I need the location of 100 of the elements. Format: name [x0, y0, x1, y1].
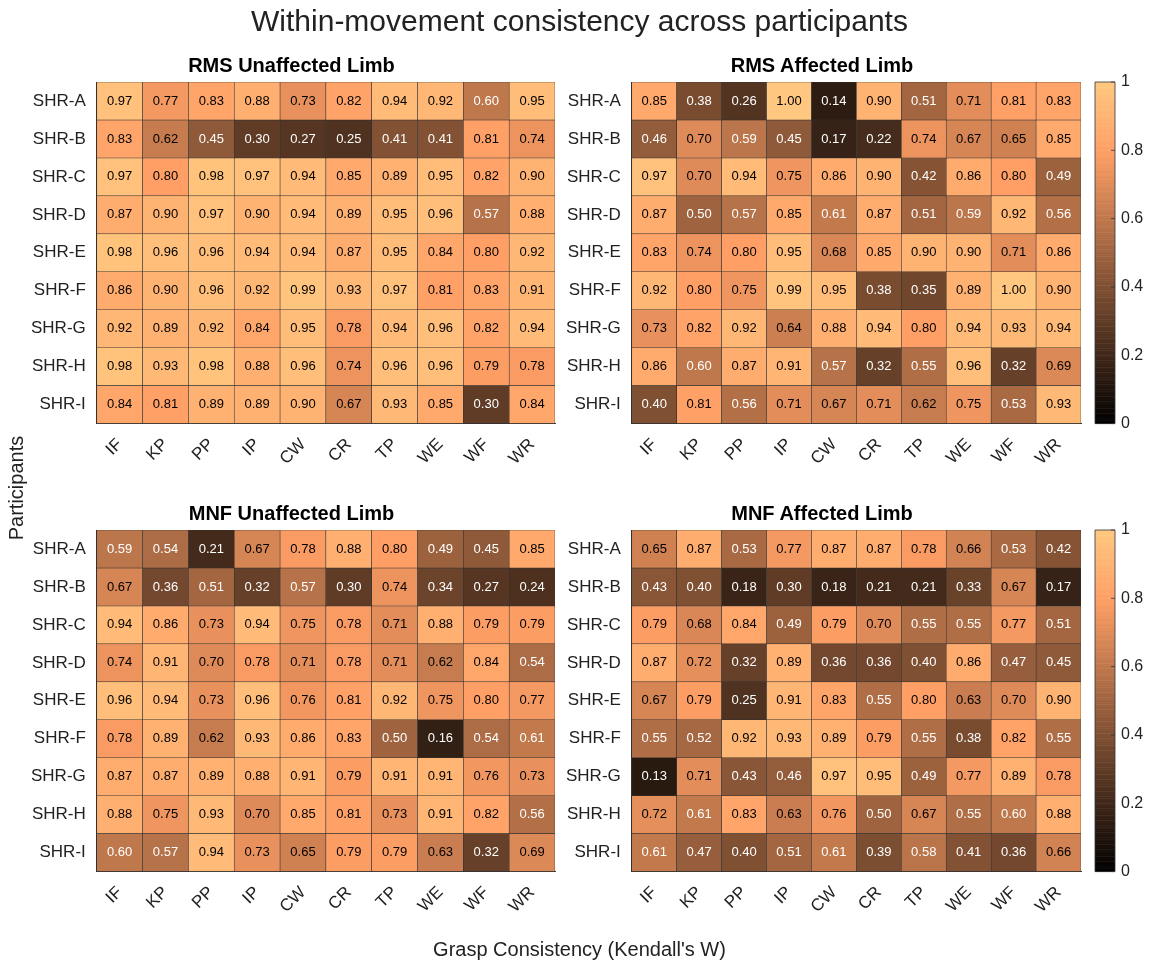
data-label: 0.96	[427, 320, 454, 336]
data-label: 0.59	[956, 206, 982, 222]
y-tick-label: SHR-C	[31, 166, 86, 186]
data-label: 0.70	[686, 130, 712, 146]
data-label: 0.80	[911, 320, 937, 336]
data-label: 0.42	[1045, 540, 1072, 556]
data-label: 0.82	[686, 320, 712, 336]
data-label: 0.94	[866, 320, 892, 336]
data-label: 0.86	[290, 730, 316, 746]
data-label: 0.80	[473, 692, 499, 708]
data-label: 0.71	[381, 616, 408, 632]
data-label: 0.85	[776, 206, 802, 222]
data-label: 0.30	[473, 396, 499, 412]
data-label: 0.88	[244, 92, 270, 108]
data-label: 0.83	[821, 692, 847, 708]
x-tick-label: IF	[636, 434, 661, 459]
data-label: 0.75	[776, 168, 802, 184]
data-label: 0.80	[731, 244, 757, 260]
data-label: 0.96	[427, 206, 454, 222]
data-label: 0.84	[473, 654, 499, 670]
data-label: 0.73	[244, 844, 270, 860]
data-label: 0.80	[911, 692, 937, 708]
data-label: 0.24	[519, 578, 545, 594]
data-label: 0.67	[956, 130, 982, 146]
data-label: 0.86	[1045, 244, 1072, 260]
data-label: 0.66	[1045, 844, 1072, 860]
data-label: 0.58	[911, 844, 937, 860]
data-label: 0.40	[731, 844, 757, 860]
data-label: 0.62	[198, 730, 224, 746]
data-label: 0.14	[821, 92, 847, 108]
data-label: 0.49	[911, 768, 937, 784]
x-tick-label: CW	[806, 434, 841, 468]
data-label: 0.30	[336, 578, 362, 594]
data-label: 0.52	[686, 730, 712, 746]
data-label: 0.87	[686, 540, 712, 556]
data-label: 0.95	[381, 206, 408, 222]
y-tick-label: SHR-B	[32, 128, 86, 148]
data-label: 0.95	[427, 168, 454, 184]
data-label: 0.77	[956, 768, 982, 784]
y-tick-label: SHR-F	[568, 280, 621, 300]
x-tick-label: WF	[460, 882, 493, 915]
data-label: 0.96	[244, 692, 270, 708]
data-label: 0.91	[427, 806, 454, 822]
data-label: 0.78	[336, 616, 362, 632]
data-label: 0.94	[290, 244, 316, 260]
data-label: 0.83	[198, 92, 224, 108]
data-label: 0.82	[473, 320, 499, 336]
y-tick-label: SHR-C	[31, 614, 86, 634]
y-tick-label: SHR-E	[567, 690, 621, 710]
data-label: 0.26	[731, 92, 757, 108]
data-label: 0.98	[107, 244, 133, 260]
data-label: 0.85	[290, 806, 316, 822]
data-label: 0.60	[473, 92, 499, 108]
data-label: 0.87	[152, 768, 179, 784]
y-tick-label: SHR-D	[31, 204, 86, 224]
data-label: 0.70	[244, 806, 270, 822]
data-label: 0.98	[198, 358, 224, 374]
data-label: 0.51	[1045, 616, 1072, 632]
data-label: 0.65	[1000, 130, 1027, 146]
data-label: 0.93	[198, 806, 224, 822]
data-label: 0.79	[473, 358, 499, 374]
data-label: 0.97	[381, 282, 408, 298]
data-label: 0.54	[519, 654, 545, 670]
y-tick-label: SHR-I	[574, 842, 621, 862]
data-label: 0.67	[641, 692, 667, 708]
chart-title: RMS Affected Limb	[730, 53, 914, 76]
data-label: 0.94	[290, 168, 316, 184]
data-label: 0.88	[1045, 806, 1072, 822]
data-label: 0.97	[107, 92, 133, 108]
x-tick-label: IP	[238, 434, 264, 460]
data-label: 0.80	[381, 540, 408, 556]
data-label: 0.68	[686, 616, 712, 632]
data-label: 0.38	[956, 730, 982, 746]
data-label: 0.85	[427, 396, 454, 412]
x-tick-label: IF	[636, 882, 661, 907]
x-tick-label: CR	[854, 882, 885, 914]
data-label: 0.87	[641, 206, 667, 222]
data-label: 0.49	[1045, 168, 1072, 184]
data-label: 0.94	[1045, 320, 1072, 336]
data-label: 0.85	[336, 168, 362, 184]
data-label: 0.55	[1045, 730, 1072, 746]
data-label: 0.56	[519, 806, 545, 822]
data-label: 0.75	[731, 282, 757, 298]
data-label: 0.51	[198, 578, 224, 594]
y-tick-label: SHR-A	[32, 538, 87, 558]
data-label: 0.85	[519, 540, 545, 556]
data-label: 0.71	[866, 396, 892, 412]
data-label: 0.93	[152, 358, 179, 374]
data-label: 0.55	[911, 730, 937, 746]
data-label: 0.25	[336, 130, 362, 146]
x-tick-label: TP	[901, 882, 930, 912]
data-label: 0.93	[1000, 320, 1027, 336]
data-label: 0.93	[1045, 396, 1072, 412]
x-tick-label: WR	[504, 882, 539, 916]
data-label: 0.59	[107, 540, 133, 556]
data-label: 0.77	[776, 540, 802, 556]
data-label: 0.96	[290, 358, 316, 374]
data-label: 0.57	[731, 206, 757, 222]
data-label: 0.67	[821, 396, 847, 412]
data-label: 0.55	[866, 692, 892, 708]
